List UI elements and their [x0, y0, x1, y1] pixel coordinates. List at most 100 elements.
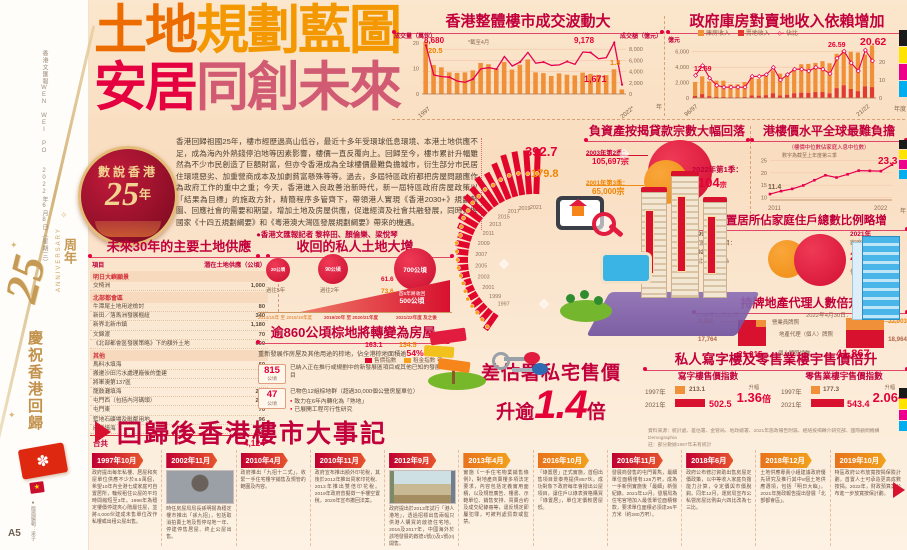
value-2022: 104宗: [698, 175, 727, 190]
tower-cap: [671, 171, 699, 176]
registration-marks: [899, 30, 907, 98]
leader-line: [586, 155, 648, 156]
svg-text:20: 20: [879, 60, 885, 66]
svg-text:20: 20: [413, 41, 419, 47]
tower-banner: [707, 216, 716, 274]
col-supply: 潛在土地供應（公頃）: [204, 262, 266, 269]
rvd-price-callout: 差估署私宅售價 升逾1.4倍: [455, 358, 647, 425]
svg-text:2017: 2017: [508, 209, 520, 215]
editor-credit: ●版面編輯：采子: [30, 500, 36, 541]
value-1997: 213.1: [689, 386, 705, 393]
table-row: 搬遷沙田污水處理廠後的重建28: [90, 370, 268, 379]
for-sale-sign-icon: [423, 344, 455, 359]
section-title: 負資產按揭貸款宗數大幅回落: [588, 124, 745, 138]
left-sidebar: ✦ ✧ ✦ 香港文匯報WEN WEI PO 2022年6月8日（星期三） 25 …: [0, 0, 96, 550]
registration-marks: [899, 388, 907, 432]
total-2022: 41,867: [836, 348, 870, 360]
svg-text:1999: 1999: [489, 294, 501, 300]
svg-text:0: 0: [686, 96, 689, 102]
bar-2021: [675, 399, 705, 407]
timeline-date-badge: 2012年9月: [389, 453, 436, 468]
svg-text:6,000: 6,000: [675, 50, 689, 56]
axis-line: [258, 312, 452, 313]
table-header: 項目 潛在土地供應（公頃）: [90, 258, 268, 270]
year-label: 2021年: [645, 402, 666, 409]
section-subtitle: （樓價中位數佔家庭入息中位數）: [788, 145, 870, 151]
timeline-date-badge: 2013年4月: [463, 453, 510, 468]
timeline-card: 2018年12月 土地供應專責小組建議政府優先研究及推行其中8個土地供應選項，包括…: [756, 450, 831, 546]
timeline-end-arrow-icon: [893, 482, 905, 498]
value-2003: 105,697宗: [592, 157, 629, 166]
retail-2021-row: 2021年 543.4: [781, 398, 907, 411]
title-rule: [88, 254, 270, 258]
timeline-card: 2002年11月 時任房屋局局長孫明揚為穩定樓市推出「孫九招」，包括取消拍賣土地及…: [162, 450, 237, 546]
timeline-text: 政府宣布推出額外印花稅，其後於2012年推出買家印花稅、2013年推出雙倍印花稅…: [314, 471, 381, 504]
anniversary-en: ANNIVERSARY: [56, 227, 62, 292]
badge-suffix: 年: [138, 187, 151, 202]
badge-top-text: 數說香港: [97, 165, 158, 179]
page-number: A5: [8, 528, 21, 539]
table-row: 《北部都會區發展策略》下的額外土地 600: [90, 340, 268, 349]
timeline-date-badge: 2018年6月: [686, 453, 733, 468]
section-title: 香港整體樓市成交波動大: [445, 13, 611, 30]
bar-1997: [675, 386, 685, 394]
svg-text:0: 0: [879, 96, 882, 102]
timeline-date-badge: 2019年10月: [835, 453, 886, 468]
affordability-chart-svg: 25 20 15 10: [761, 158, 894, 202]
treasury-chart-svg: 6,000 4,000 2,000 0 20 10 0: [675, 45, 885, 102]
bar-2021: [811, 399, 844, 407]
leader-line: [884, 321, 900, 322]
table-row: 馬料水填海60: [90, 361, 268, 370]
main-headline: 土地規劃藍圖 安居同創未來: [94, 2, 414, 116]
section-title: 持牌地產代理人數倍升: [740, 296, 861, 310]
issue-date: 2022年6月8日（星期三）: [41, 168, 47, 266]
timeline-text: 政府提出每年私樓、居屋和夾屋單位供應不少於8.5萬個，希望10年內全港七成家庭可…: [92, 471, 158, 525]
area-tag: 815 公頃: [258, 363, 286, 385]
illustration-pool: [600, 252, 652, 284]
x-axis-suffix: 年度: [893, 107, 906, 113]
landsale-swatch: [737, 30, 744, 36]
item-text: 已納入正在推行或規劃中的新發展區項目或其他已知的發展項目: [290, 364, 447, 380]
salesperson-cap: [756, 320, 766, 327]
land-resumption-section: 收回的私人土地大增 20公頃 90公頃 700公頃 過往5年 過往2年 首5年將…: [256, 236, 454, 320]
svg-text:2005: 2005: [475, 264, 487, 270]
sparkle-icon: ✦: [10, 240, 18, 250]
divider: [750, 126, 751, 214]
x-axis-suffix: 年: [899, 209, 906, 215]
celebrate-text: 慶祝香港回歸: [26, 330, 43, 432]
year-label: 1997年: [645, 389, 666, 396]
agent-2022: 18,964: [888, 336, 907, 343]
amount-2021-peak: 9,178: [574, 36, 595, 45]
value-2021: 543.4: [847, 399, 870, 409]
note: 數字為截至上年度第三季: [782, 153, 838, 159]
agent-1999: 17,764: [698, 336, 717, 343]
table-row: 文錦渡 70: [90, 331, 268, 340]
note: *截至4月: [468, 40, 490, 46]
total-label: 個人牌照總數: [778, 351, 811, 357]
svg-text:0: 0: [629, 92, 632, 98]
timeline-card: 2016年10月 「綠置居」正式實施，首個出售項目景泰苑提供857伙。成功對象下政…: [534, 450, 608, 546]
svg-text:2013: 2013: [489, 222, 501, 228]
timeline-photo: [166, 470, 234, 504]
ratio-2122-value: 20.62: [860, 36, 887, 48]
brownfield-815-item: 815 公頃 已納入正在推行或規劃中的新發展區項目或其他已知的發展項目: [258, 363, 448, 385]
chart-legend: 庫房收入 賣地收入 ◇- 佔比: [692, 28, 798, 37]
svg-text:25: 25: [761, 158, 767, 164]
bullet-list: 致力在6年內轉化為「熟地」 已展開工程可行性研究: [290, 398, 419, 414]
section-title: 私人寫字樓及零售業樓宇售價倍升: [674, 352, 878, 367]
total-label: 合共: [93, 438, 108, 448]
x-label-1: 2014/15年 至 2018/19年度: [258, 315, 313, 320]
rise-label: 升幅: [884, 385, 896, 391]
bar-1997: [811, 386, 820, 394]
tower-cap: [703, 197, 727, 202]
table-group-header: 其他: [90, 349, 268, 361]
timeline-date-badge: 2010年4月: [241, 453, 288, 468]
value-1997: 177.3: [823, 386, 839, 393]
svg-text:8,000: 8,000: [629, 47, 643, 53]
total-1999: 21,015: [738, 350, 763, 359]
table-row: 將軍澳第137區80: [90, 379, 268, 389]
period-label-1: 過往5年: [266, 288, 286, 294]
svg-text:2,000: 2,000: [629, 81, 643, 87]
section-title: 逾860公頃棕地將轉變為房屋: [270, 325, 436, 340]
